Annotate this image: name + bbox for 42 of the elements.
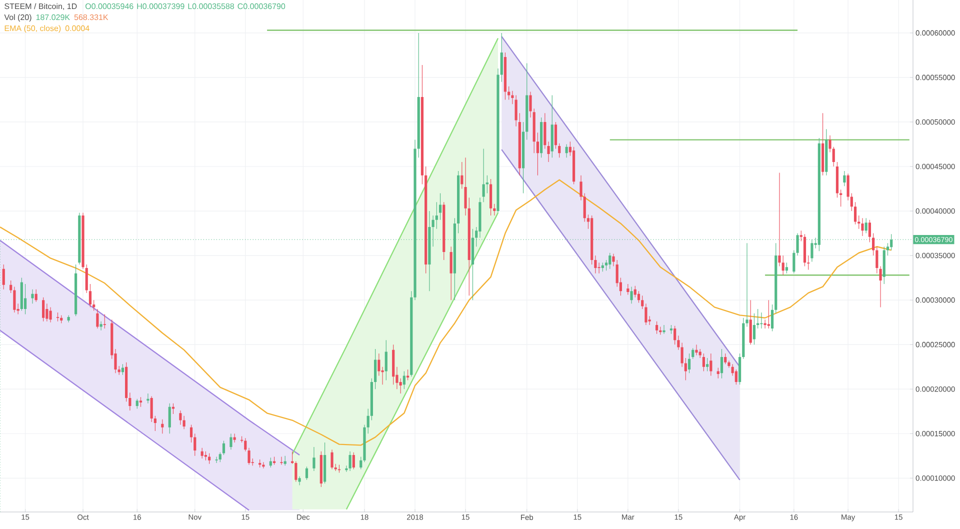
candlestick [330,450,334,470]
candlestick [146,394,150,404]
candlestick [230,434,232,450]
annotation: H0.00037399 [137,3,184,10]
candlestick [728,360,730,368]
candlestick [612,254,615,266]
annotation: C0.00036790 [238,3,286,10]
candlestick [31,289,34,304]
candlestick [630,286,633,304]
candlestick [547,142,550,162]
annotation: 0.0004 [65,25,90,32]
annotation: Vol (20) [4,14,32,22]
candlestick [828,135,832,152]
candlestick [298,476,301,486]
candlestick [529,92,532,118]
candlestick [464,158,467,216]
text: EMA (50, close) [4,25,61,33]
candlestick [662,324,666,334]
candlestick [695,344,698,356]
line-series [0,179,892,446]
candlestick [49,307,52,322]
candlestick [580,175,582,200]
candlestick [215,456,218,464]
annotation: 568.331K [74,14,108,20]
candlestick [680,342,684,367]
candlestick [746,243,748,327]
annotation: O0.00035946 [85,3,134,10]
candlestick [496,68,500,213]
candlestick [810,240,814,262]
candlestick [312,446,316,472]
candlestick [248,448,250,465]
candlestick [644,304,648,325]
annotation: L0.00035588 [188,3,234,10]
candlestick [879,266,882,308]
annotation: 187.029K [36,14,70,20]
candlestick [846,174,850,200]
candlestick [82,212,84,269]
candlestick [280,456,283,465]
candlestick [363,424,366,462]
candlestick [778,172,781,266]
chart-title: STEEM / Bitcoin, 1D [4,3,77,10]
candlestick [861,218,864,236]
